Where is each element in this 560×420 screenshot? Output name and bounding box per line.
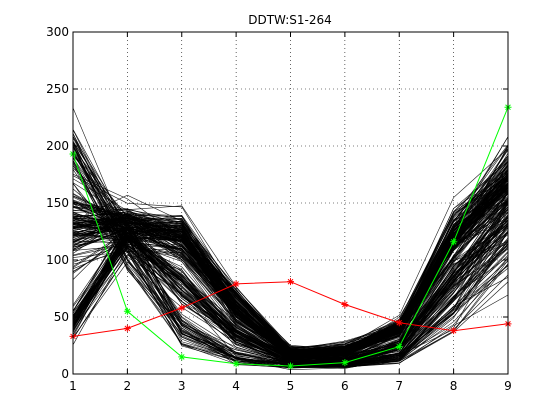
x-tick-label: 4 — [232, 379, 240, 393]
y-tick-label: 250 — [46, 82, 69, 96]
series-point-marker — [450, 327, 458, 335]
chart-title: DDTW:S1-264 — [248, 13, 332, 27]
series-point-marker — [341, 359, 349, 367]
x-tick-label: 3 — [178, 379, 186, 393]
series-point-marker — [287, 362, 294, 370]
series-point-marker — [123, 307, 131, 315]
x-tick-label: 2 — [124, 379, 132, 393]
series-point-marker — [232, 360, 240, 368]
y-tick-label: 150 — [46, 196, 69, 210]
background-series-line — [72, 214, 509, 363]
grid — [73, 32, 508, 374]
series-point-marker — [341, 300, 349, 308]
y-tick-label: 200 — [46, 139, 69, 153]
background-series-line — [72, 178, 509, 356]
series-point-marker — [232, 280, 240, 288]
series-point-marker — [178, 304, 186, 312]
y-tick-label: 50 — [54, 310, 69, 324]
series-point-marker — [450, 238, 458, 246]
background-series-line — [72, 172, 509, 349]
x-tick-label: 8 — [450, 379, 458, 393]
y-tick-label: 300 — [46, 25, 69, 39]
series-point-marker — [395, 343, 403, 351]
x-tick-label: 7 — [395, 379, 403, 393]
x-tick-label: 9 — [504, 379, 512, 393]
series-point-marker — [395, 319, 403, 327]
x-tick-label: 6 — [341, 379, 349, 393]
x-tick-label: 1 — [69, 379, 77, 393]
y-tick-label: 0 — [61, 367, 69, 381]
x-tick-label: 5 — [287, 379, 295, 393]
background-series-line — [72, 146, 509, 365]
background-series-line — [72, 204, 509, 360]
background-series-line — [72, 232, 509, 361]
y-tick-label: 100 — [46, 253, 69, 267]
series-point-marker — [287, 278, 294, 286]
axis-ticks: 1 2 3 4 5 6 7 8 9 0 50 100 150 200 250 300 — [46, 25, 512, 393]
series-point-marker — [178, 353, 186, 361]
series-point-marker — [123, 324, 131, 332]
